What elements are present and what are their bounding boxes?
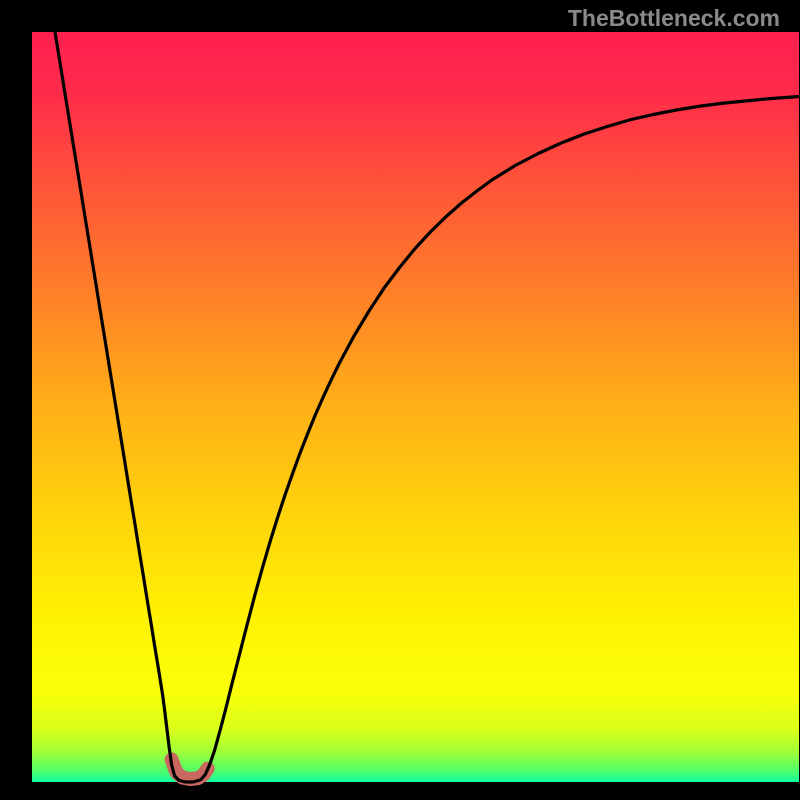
plot-gradient-background	[32, 32, 799, 782]
watermark-text: TheBottleneck.com	[568, 5, 780, 32]
chart-container: TheBottleneck.com	[0, 0, 800, 800]
chart-svg	[0, 0, 800, 800]
